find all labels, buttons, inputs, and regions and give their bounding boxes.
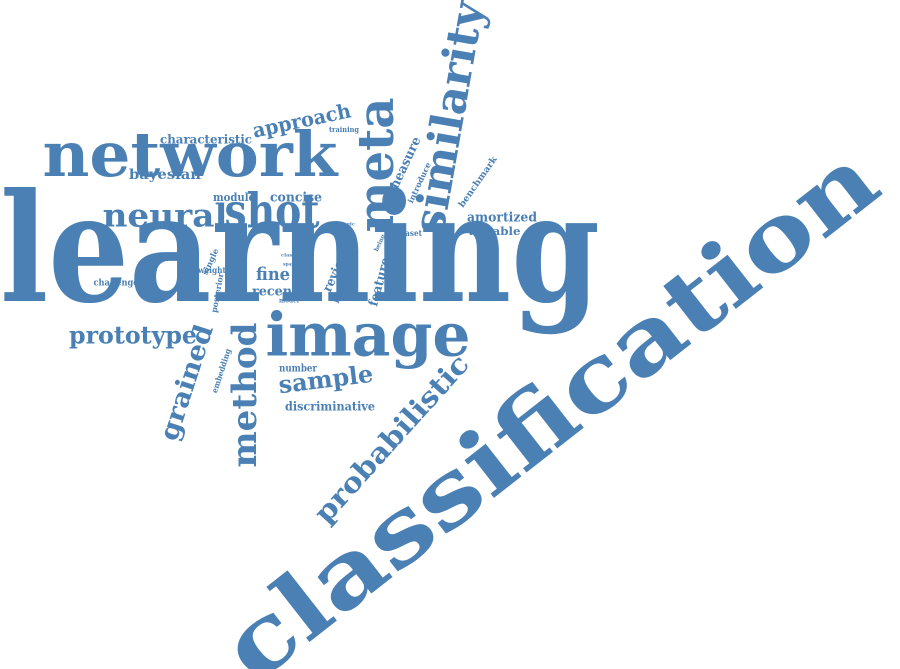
word-concise: concise [270, 191, 322, 206]
word-weight: weight [197, 265, 226, 275]
word-discriminative: discriminative [285, 400, 375, 414]
word-method: method [225, 323, 265, 468]
word-training: training [329, 125, 359, 134]
word-image: image [266, 301, 471, 371]
word-shot: shot [225, 184, 320, 240]
word-learning: learning [0, 161, 600, 337]
word-variable: variable [466, 225, 520, 238]
word-module: module [213, 191, 255, 204]
word-network: network [43, 118, 340, 191]
word-class: class [281, 253, 295, 259]
word-fine: fine [256, 264, 290, 285]
word-number: number [279, 364, 318, 375]
word-dataset: dataset [392, 228, 422, 238]
word-meta: meta [346, 98, 405, 233]
word-logic: logic [341, 222, 355, 228]
word-prototype: prototype [69, 321, 197, 350]
word-bayesian: bayesian [129, 167, 201, 183]
word-recent: recent [252, 285, 298, 300]
word-sparse: sparse [283, 262, 299, 268]
word-challenge: challenge [94, 279, 139, 289]
word-neural: neural [103, 197, 228, 235]
word-model: model [279, 298, 300, 305]
word-characteristic: characteristic [160, 133, 252, 147]
word-amortized: amortized [467, 211, 537, 226]
